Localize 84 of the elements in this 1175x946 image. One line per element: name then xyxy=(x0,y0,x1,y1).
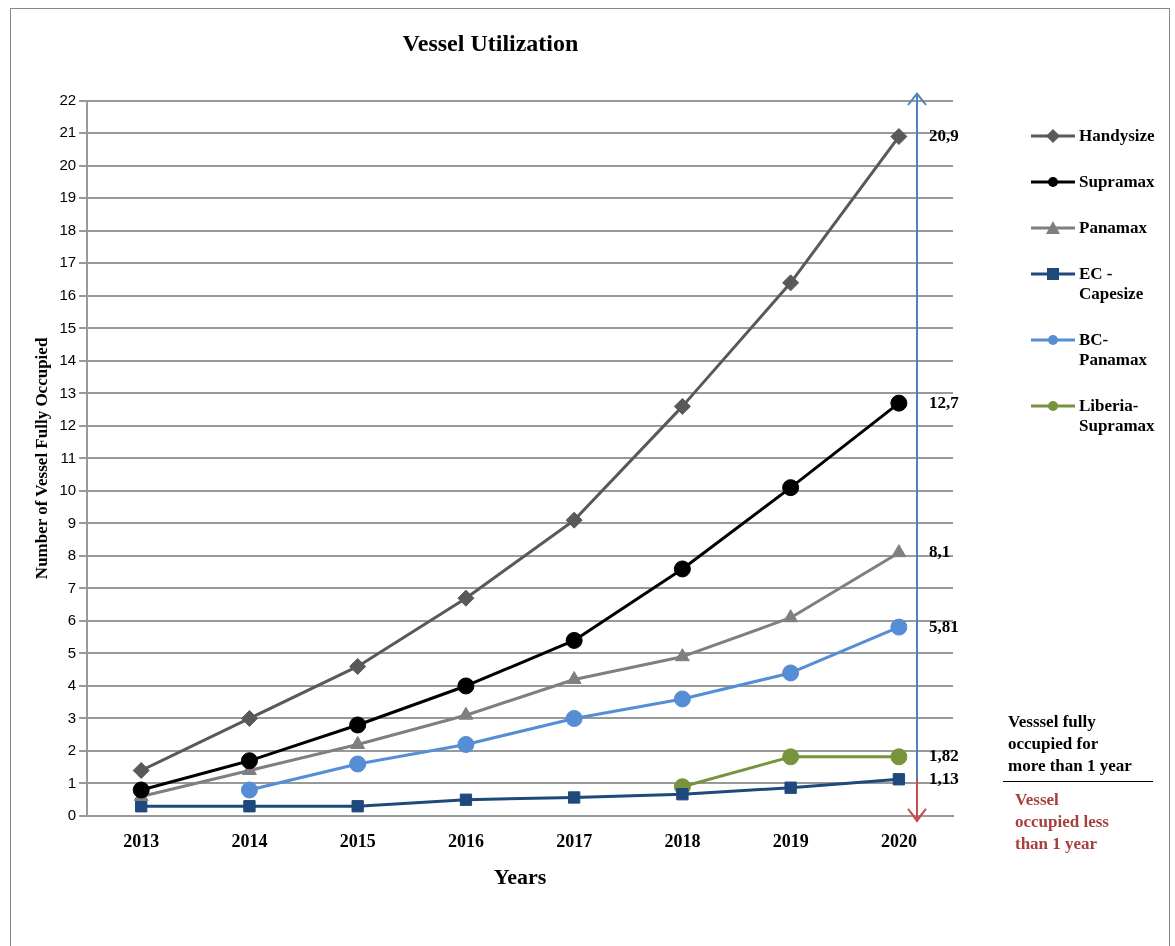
y-tick-label: 11 xyxy=(60,448,77,466)
y-tick-label: 0 xyxy=(67,806,77,824)
y-tick-label: 19 xyxy=(59,188,77,206)
point xyxy=(349,755,367,773)
point xyxy=(676,788,689,801)
y-tick-label: 15 xyxy=(59,318,77,336)
y-tick-label: 20 xyxy=(59,155,77,173)
y-tick-label: 17 xyxy=(59,253,77,271)
point xyxy=(459,793,473,806)
point xyxy=(890,748,908,766)
point xyxy=(349,657,367,675)
legend-label: Panamax xyxy=(1079,217,1148,238)
y-tick-label: 1 xyxy=(67,773,77,791)
text: Vesssel fully occupied for more than 1 year xyxy=(1008,711,1133,778)
y-tick-label: 14 xyxy=(59,351,77,369)
x-tick-label: 2013 xyxy=(123,831,160,852)
y-tick-label: 8 xyxy=(67,546,77,564)
y-tick-label: 5 xyxy=(67,643,77,661)
y-tick-label: 16 xyxy=(59,286,77,303)
y-tick-label: 2 xyxy=(67,741,77,759)
point xyxy=(243,800,256,813)
point xyxy=(135,800,148,813)
data-label: 8,1 xyxy=(928,542,951,562)
chart-title: Vessel Utilization xyxy=(402,29,579,56)
point xyxy=(240,752,258,770)
point xyxy=(890,618,908,636)
point xyxy=(782,664,800,682)
y-tick-label: 22 xyxy=(59,90,77,108)
point xyxy=(674,648,690,662)
point xyxy=(673,397,691,415)
point xyxy=(673,560,691,578)
point xyxy=(565,631,583,649)
y-tick-label: 6 xyxy=(67,611,77,629)
point xyxy=(890,394,908,412)
point xyxy=(782,479,800,497)
y-tick-label: 13 xyxy=(59,383,77,401)
point xyxy=(890,128,908,146)
point xyxy=(240,781,258,799)
x-tick-label: 2016 xyxy=(447,831,484,852)
point xyxy=(782,274,800,292)
legend-label: Handysize xyxy=(1079,125,1156,146)
point xyxy=(784,781,797,794)
x-tick-label: 2015 xyxy=(339,831,376,852)
point xyxy=(132,781,150,799)
point xyxy=(782,748,800,766)
point xyxy=(891,544,907,558)
x-tick-label: 2018 xyxy=(664,831,701,852)
data-label: 5,81 xyxy=(928,616,959,636)
y-tick-label: 9 xyxy=(67,513,77,531)
point xyxy=(349,716,367,734)
data-label: 1,13 xyxy=(928,768,959,788)
y-tick-label: 21 xyxy=(59,123,77,141)
y-tick-label: 12 xyxy=(59,416,77,434)
y-tick-label: 18 xyxy=(59,220,77,238)
point xyxy=(240,709,258,727)
x-tick-label: 2014 xyxy=(231,831,268,852)
point xyxy=(351,800,364,813)
point xyxy=(457,589,475,607)
legend-label: BC-Panamax xyxy=(1079,329,1148,370)
point xyxy=(565,709,583,727)
point xyxy=(565,511,583,529)
legend-label: Supramax xyxy=(1079,171,1156,192)
point xyxy=(892,773,906,786)
y-tick-label: 4 xyxy=(67,676,77,694)
point xyxy=(457,677,475,695)
point xyxy=(783,609,799,623)
data-label: 1,82 xyxy=(928,746,959,766)
point xyxy=(132,761,150,779)
x-tick-label: 2020 xyxy=(880,831,917,852)
data-label: 20,9 xyxy=(928,125,959,145)
y-axis-title: Number of Vessel Fully Occupied xyxy=(31,337,51,580)
y-tick-label: 7 xyxy=(67,578,77,596)
x-tick-label: 2019 xyxy=(772,831,809,852)
point xyxy=(457,735,475,753)
data-label: 12,7 xyxy=(928,392,960,412)
legend-label: EC - Capesize xyxy=(1079,263,1145,304)
text: Vessel occupied less than 1 year xyxy=(1015,789,1110,856)
point xyxy=(673,690,691,708)
point xyxy=(568,791,581,804)
x-tick-label: 2017 xyxy=(556,831,593,852)
legend-label: Liberia-Supramax xyxy=(1079,395,1156,436)
y-tick-label: 3 xyxy=(67,708,77,726)
x-axis-title: Years xyxy=(493,864,547,890)
y-tick-label: 10 xyxy=(59,481,77,499)
